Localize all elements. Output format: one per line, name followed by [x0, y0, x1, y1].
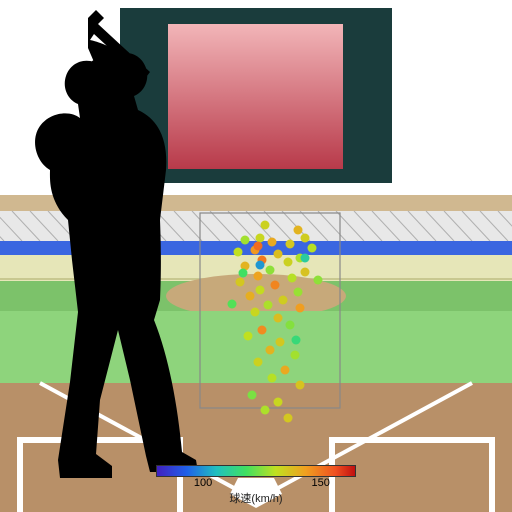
pitch-point	[254, 272, 263, 281]
pitch-point	[288, 274, 297, 283]
pitch-point	[266, 346, 275, 355]
pitch-point	[256, 261, 265, 270]
pitch-point	[236, 278, 245, 287]
pitch-point	[291, 351, 300, 360]
pitch-point	[248, 391, 257, 400]
pitch-point	[244, 332, 253, 341]
pitch-point	[301, 268, 310, 277]
pitch-point	[274, 250, 283, 259]
colorbar-tick: 100	[194, 477, 212, 489]
pitch-point	[281, 366, 290, 375]
pitch-point	[286, 240, 295, 249]
pitch-point	[254, 242, 263, 251]
pitch-point	[301, 234, 310, 243]
pitch-point	[314, 276, 323, 285]
pitch-point	[271, 281, 280, 290]
pitch-point	[274, 314, 283, 323]
pitch-point	[258, 326, 267, 335]
pitch-point	[228, 300, 237, 309]
pitch-point	[301, 254, 310, 263]
pitch-point	[234, 248, 243, 257]
pitch-point	[274, 398, 283, 407]
pitch-point	[276, 338, 285, 347]
pitch-point	[294, 226, 303, 235]
colorbar-gradient	[156, 465, 356, 477]
pitch-point	[284, 258, 293, 267]
pitch-point	[256, 234, 265, 243]
pitch-point	[292, 336, 301, 345]
pitch-point	[246, 292, 255, 301]
pitch-point	[264, 301, 273, 310]
pitch-point	[251, 308, 260, 317]
pitch-point	[296, 304, 305, 313]
pitch-point	[241, 236, 250, 245]
pitch-point	[254, 358, 263, 367]
pitch-point	[294, 288, 303, 297]
colorbar: 100 150 球速(km/h)	[0, 465, 512, 506]
pitch-point	[268, 374, 277, 383]
colorbar-tick: 150	[312, 477, 330, 489]
pitch-point	[266, 266, 275, 275]
pitch-point	[256, 286, 265, 295]
colorbar-ticks: 100 150	[156, 477, 356, 491]
pitch-point	[279, 296, 288, 305]
colorbar-label: 球速(km/h)	[229, 490, 282, 506]
pitch-point	[239, 269, 248, 278]
pitch-point	[308, 244, 317, 253]
pitch-point	[268, 238, 277, 247]
pitch-point	[261, 221, 270, 230]
pitch-point	[296, 381, 305, 390]
stadium-chart	[0, 0, 512, 512]
pitch-point	[261, 406, 270, 415]
pitch-point	[286, 321, 295, 330]
pitch-point	[284, 414, 293, 423]
